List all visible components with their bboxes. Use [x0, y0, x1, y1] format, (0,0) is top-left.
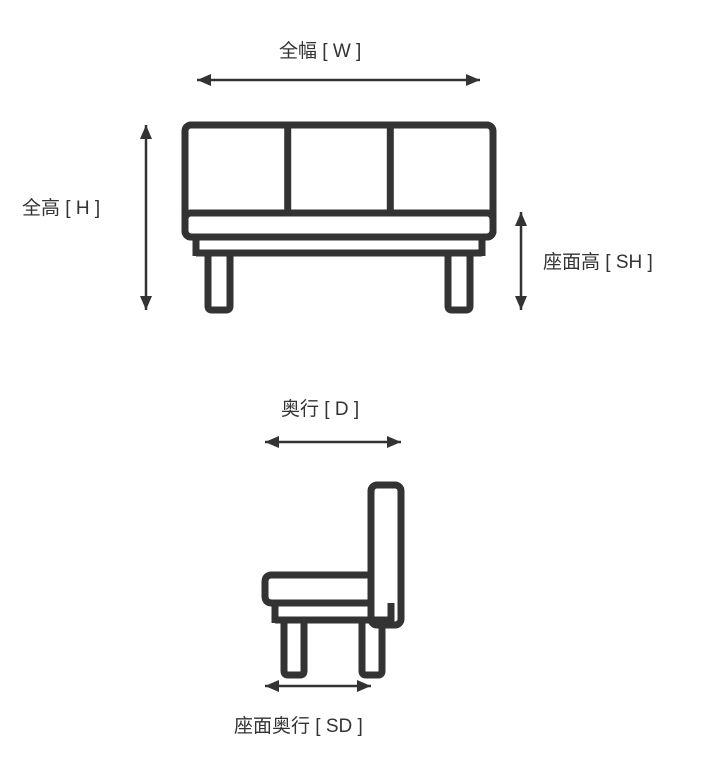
- arrow-width: [197, 74, 480, 86]
- arrow-seat-height: [515, 212, 527, 310]
- sofa-front-view: [185, 125, 493, 310]
- diagram-svg: [0, 0, 701, 774]
- arrow-height: [140, 125, 152, 310]
- sofa-side-view: [265, 485, 401, 675]
- arrow-seat-depth: [265, 680, 371, 692]
- arrow-depth: [265, 436, 401, 448]
